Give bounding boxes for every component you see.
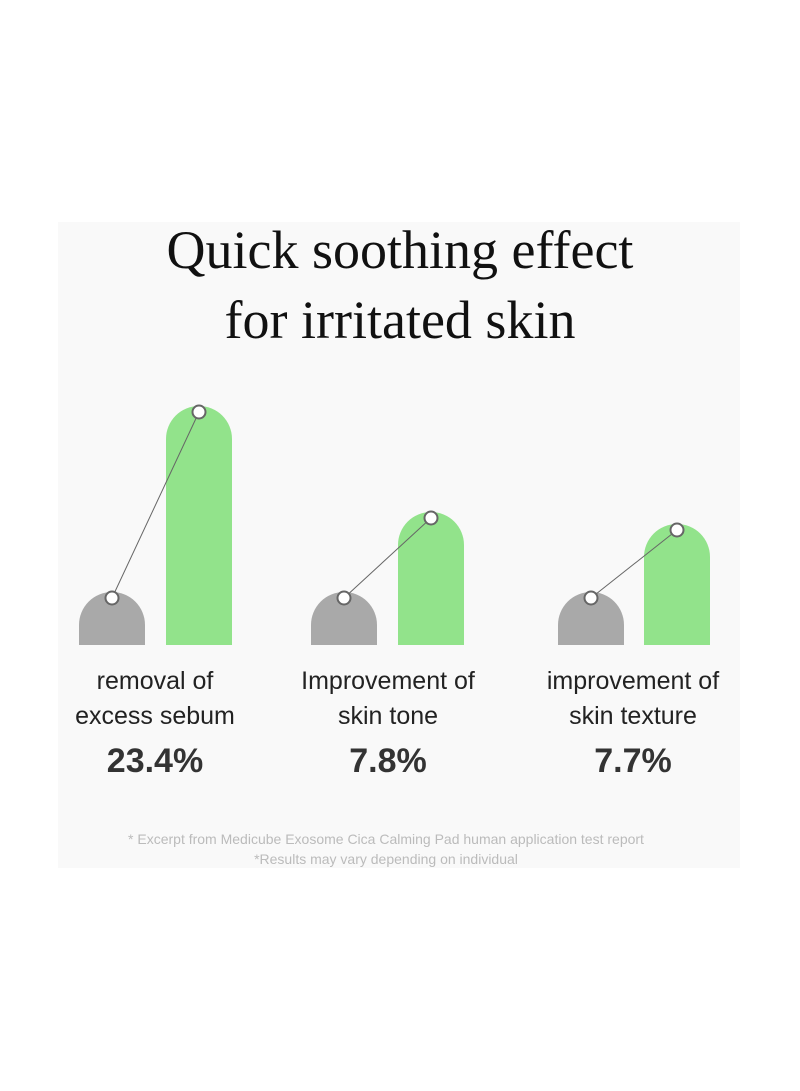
before-bar: [311, 592, 377, 645]
item-label: improvement of: [547, 667, 719, 695]
connector: [343, 517, 432, 599]
dot: [583, 590, 599, 606]
item-label: skin texture: [569, 702, 697, 730]
after-bar: [166, 406, 232, 645]
after-bar: [398, 512, 464, 645]
item-label: Improvement of: [301, 667, 475, 695]
footnote: * Excerpt from Medicube Exosome Cica Cal…: [128, 831, 644, 847]
item-label: excess sebum: [75, 702, 235, 730]
item-value: 7.8%: [349, 742, 427, 780]
connector: [590, 529, 678, 599]
title-line: for irritated skin: [225, 290, 576, 350]
dot: [104, 590, 120, 606]
item-label: skin tone: [338, 702, 438, 730]
after-bar: [644, 524, 710, 645]
before-bar: [558, 592, 624, 645]
item-label: removal of: [97, 667, 214, 695]
dot: [423, 510, 439, 526]
item-value: 7.7%: [594, 742, 672, 780]
dot: [191, 404, 207, 420]
footnote: *Results may vary depending on individua…: [254, 851, 518, 867]
dot: [669, 522, 685, 538]
before-bar: [79, 592, 145, 645]
item-value: 23.4%: [107, 742, 203, 780]
title-line: Quick soothing effect: [167, 220, 634, 280]
connector: [111, 411, 200, 599]
dot: [336, 590, 352, 606]
